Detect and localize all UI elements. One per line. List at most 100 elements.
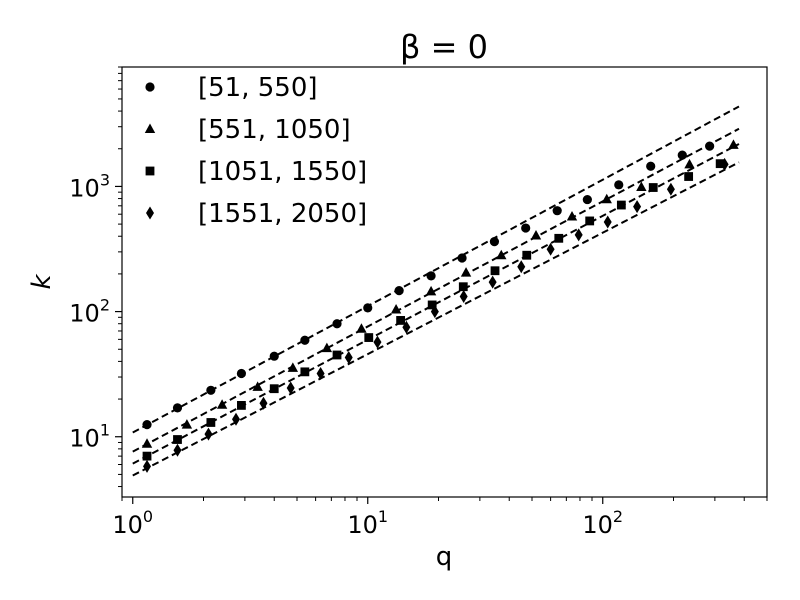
data-point: [489, 237, 500, 247]
data-point: [522, 250, 532, 260]
fit-line: [132, 127, 740, 453]
data-point: [633, 200, 642, 214]
data-point: [554, 233, 564, 243]
data-point: [585, 216, 595, 226]
data-point: [269, 351, 279, 361]
x-tick-label: 101: [347, 507, 388, 539]
legend-entry: [551, 1050]: [144, 115, 351, 145]
axis-ticks: 100 101 102 101 102 103: [69, 66, 768, 539]
data-point: [574, 228, 583, 242]
legend-marker: [146, 206, 154, 220]
series-circle: [142, 141, 715, 430]
data-point: [143, 459, 152, 473]
data-point: [648, 183, 658, 192]
series-square: [142, 159, 725, 461]
plot-content: [132, 105, 740, 477]
data-point: [363, 303, 373, 313]
data-point: [344, 350, 353, 364]
data-point: [287, 362, 299, 372]
data-point: [142, 451, 152, 461]
legend-marker: [145, 166, 155, 176]
x-tick-label: 100: [112, 507, 153, 539]
data-point: [332, 319, 342, 329]
data-point: [356, 323, 367, 333]
data-point: [300, 367, 310, 377]
data-point: [316, 367, 325, 381]
data-point: [490, 266, 500, 276]
data-point: [231, 412, 240, 426]
data-point: [172, 403, 183, 413]
data-point: [496, 249, 507, 260]
y-tick-label: 101: [69, 421, 110, 453]
data-point: [259, 396, 268, 410]
data-point: [684, 158, 695, 169]
data-point: [206, 385, 216, 395]
data-point: [457, 253, 467, 263]
data-point: [552, 206, 562, 216]
data-point: [582, 194, 592, 205]
data-point: [458, 282, 468, 292]
data-point: [204, 427, 213, 441]
axes-frame: [121, 66, 768, 498]
data-point: [566, 211, 578, 221]
data-point: [181, 419, 193, 429]
data-point: [601, 193, 612, 204]
data-point: [488, 275, 497, 289]
legend-label: [51, 550]: [198, 73, 318, 103]
legend-entry: [51, 550]: [145, 73, 318, 103]
x-tick-label: 102: [582, 507, 623, 539]
data-point: [321, 342, 333, 353]
data-point: [425, 285, 437, 296]
data-point: [300, 335, 310, 345]
chart-title: β = 0: [400, 28, 488, 66]
data-point: [332, 350, 342, 360]
plot-area: [132, 105, 740, 477]
data-point: [728, 139, 739, 149]
series-diamond: [143, 157, 729, 473]
fit-line: [132, 161, 740, 477]
data-point: [394, 286, 404, 296]
legend-entry: [1551, 2050]: [146, 199, 367, 229]
data-point: [646, 161, 656, 171]
data-point: [720, 157, 729, 171]
data-point: [426, 271, 436, 281]
legend-entry: [1051, 1550]: [145, 157, 367, 187]
y-axis-label: k: [27, 274, 57, 290]
series-triangle: [141, 139, 739, 448]
data-point: [269, 384, 279, 394]
data-point: [216, 399, 228, 409]
data-point: [173, 443, 182, 457]
legend-label: [1551, 2050]: [198, 199, 367, 229]
legend-marker: [145, 82, 155, 92]
data-point: [603, 215, 612, 229]
data-point: [252, 381, 263, 391]
data-point: [173, 435, 182, 444]
data-point: [677, 150, 687, 160]
data-point: [636, 181, 647, 191]
data-point: [614, 180, 624, 190]
data-point: [206, 418, 216, 427]
legend-label: [1051, 1550]: [198, 157, 367, 187]
data-point: [684, 172, 694, 181]
data-point: [616, 200, 626, 210]
data-point: [373, 335, 382, 349]
fit-line: [132, 105, 740, 434]
data-point: [286, 381, 295, 395]
data-point: [715, 159, 725, 169]
x-axis-label: q: [436, 542, 453, 572]
data-point: [237, 400, 246, 410]
y-tick-label: 103: [69, 170, 110, 202]
data-point: [142, 420, 152, 430]
legend-marker: [144, 123, 156, 133]
data-point: [459, 289, 468, 303]
data-point: [517, 260, 526, 274]
legend: [51, 550] [551, 1050] [1051, 1550] [1551, 2…: [144, 73, 367, 229]
y-tick-label: 102: [69, 296, 110, 328]
data-point: [396, 316, 406, 325]
data-point: [460, 267, 472, 277]
legend-label: [551, 1050]: [198, 115, 351, 145]
data-point: [530, 230, 542, 240]
data-point: [546, 242, 555, 256]
data-point: [236, 368, 247, 379]
data-point: [364, 333, 374, 342]
